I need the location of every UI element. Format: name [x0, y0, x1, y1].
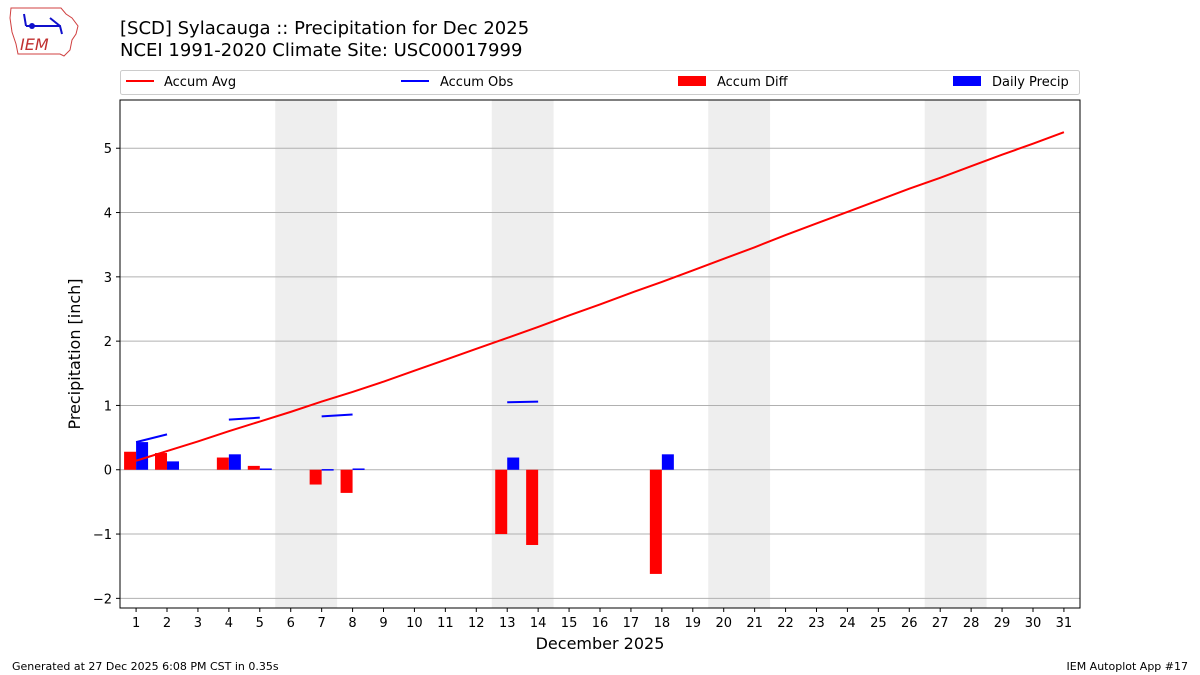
- legend-label-diff: Accum Diff: [717, 75, 789, 90]
- accum-obs-line: [321, 413, 353, 418]
- accum-diff-bar: [340, 469, 353, 493]
- x-tick-label: 27: [932, 616, 949, 631]
- weekend-shade: [924, 100, 987, 608]
- footer-app: IEM Autoplot App #17: [1066, 660, 1189, 673]
- accum-diff-bar: [155, 453, 168, 470]
- legend-label-avg: Accum Avg: [164, 75, 236, 90]
- logo-text: IEM: [20, 35, 49, 54]
- x-tick-label: 3: [194, 616, 202, 631]
- x-tick-label: 21: [746, 616, 763, 631]
- y-axis-label: Precipitation [inch]: [65, 278, 84, 429]
- x-tick-label: 6: [287, 616, 295, 631]
- weekend-shade: [708, 100, 771, 608]
- x-tick-label: 8: [348, 616, 356, 631]
- accum-obs-line: [135, 433, 168, 444]
- x-tick-label: 5: [256, 616, 264, 631]
- x-tick-label: 24: [839, 616, 856, 631]
- x-tick-label: 2: [163, 616, 171, 631]
- chart-title-block: [SCD] Sylacauga :: Precipitation for Dec…: [120, 18, 529, 62]
- x-tick-label: 1: [132, 616, 140, 631]
- y-tick-label: 2: [104, 335, 112, 350]
- legend-swatch-daily: [953, 76, 981, 86]
- accum-obs-line: [507, 400, 539, 404]
- legend-swatch-diff: [678, 76, 706, 86]
- y-tick-label: 3: [104, 271, 112, 286]
- daily-precip-bar: [352, 468, 365, 470]
- x-tick-label: 12: [468, 616, 485, 631]
- legend-label-obs: Accum Obs: [440, 75, 513, 90]
- accum-diff-bar: [649, 469, 662, 574]
- accum-avg-line: [135, 131, 1065, 462]
- chart-subtitle: NCEI 1991-2020 Climate Site: USC00017999: [120, 40, 523, 61]
- x-tick-label: 11: [437, 616, 454, 631]
- chart-title: [SCD] Sylacauga :: Precipitation for Dec…: [120, 18, 530, 39]
- x-tick-label: 20: [715, 616, 732, 631]
- x-tick-label: 16: [592, 616, 609, 631]
- accum-obs-line: [228, 416, 260, 421]
- y-tick-label: 0: [104, 464, 112, 479]
- footer-generated: Generated at 27 Dec 2025 6:08 PM CST in …: [12, 660, 279, 673]
- y-tick-label: 4: [104, 207, 112, 222]
- daily-precip-bar: [661, 454, 674, 470]
- x-tick-label: 29: [994, 616, 1011, 631]
- x-tick-label: 17: [623, 616, 640, 631]
- x-tick-label: 31: [1056, 616, 1073, 631]
- iem-logo: IEM: [9, 7, 79, 57]
- accum-diff-bar: [495, 469, 508, 535]
- x-tick-label: 9: [379, 616, 387, 631]
- x-tick-label: 30: [1025, 616, 1042, 631]
- accum-diff-bar: [124, 451, 137, 470]
- y-tick-label: −2: [93, 592, 112, 607]
- legend-label-daily: Daily Precip: [992, 75, 1069, 90]
- x-tick-label: 22: [777, 616, 794, 631]
- x-axis-label: December 2025: [536, 634, 665, 653]
- accum-diff-bar: [247, 465, 260, 470]
- y-tick-label: 1: [104, 399, 112, 414]
- x-tick-label: 14: [530, 616, 547, 631]
- daily-precip-bar: [259, 468, 272, 470]
- y-tick-label: 5: [104, 142, 112, 157]
- plot-frame: [119, 99, 1081, 609]
- x-tick-label: 7: [318, 616, 326, 631]
- accum-diff-bar: [309, 469, 322, 485]
- daily-precip-bar: [321, 469, 334, 471]
- daily-precip-bar: [228, 454, 241, 470]
- x-tick-label: 18: [654, 616, 671, 631]
- weekend-shade: [275, 100, 338, 608]
- x-tick-label: 10: [406, 616, 423, 631]
- x-tick-label: 15: [561, 616, 578, 631]
- x-tick-label: 28: [963, 616, 980, 631]
- daily-precip-bar: [167, 461, 180, 470]
- x-tick-label: 4: [225, 616, 233, 631]
- accum-diff-bar: [526, 469, 539, 545]
- legend: Accum Avg Accum Obs Accum Diff Daily Pre…: [120, 70, 1080, 95]
- y-tick-label: −1: [93, 528, 112, 543]
- x-tick-label: 19: [685, 616, 702, 631]
- accum-diff-bar: [216, 457, 229, 470]
- x-tick-label: 23: [808, 616, 825, 631]
- daily-precip-bar: [136, 442, 149, 470]
- daily-precip-bar: [507, 457, 520, 470]
- x-tick-label: 26: [901, 616, 918, 631]
- x-tick-label: 25: [870, 616, 887, 631]
- x-tick-label: 13: [499, 616, 516, 631]
